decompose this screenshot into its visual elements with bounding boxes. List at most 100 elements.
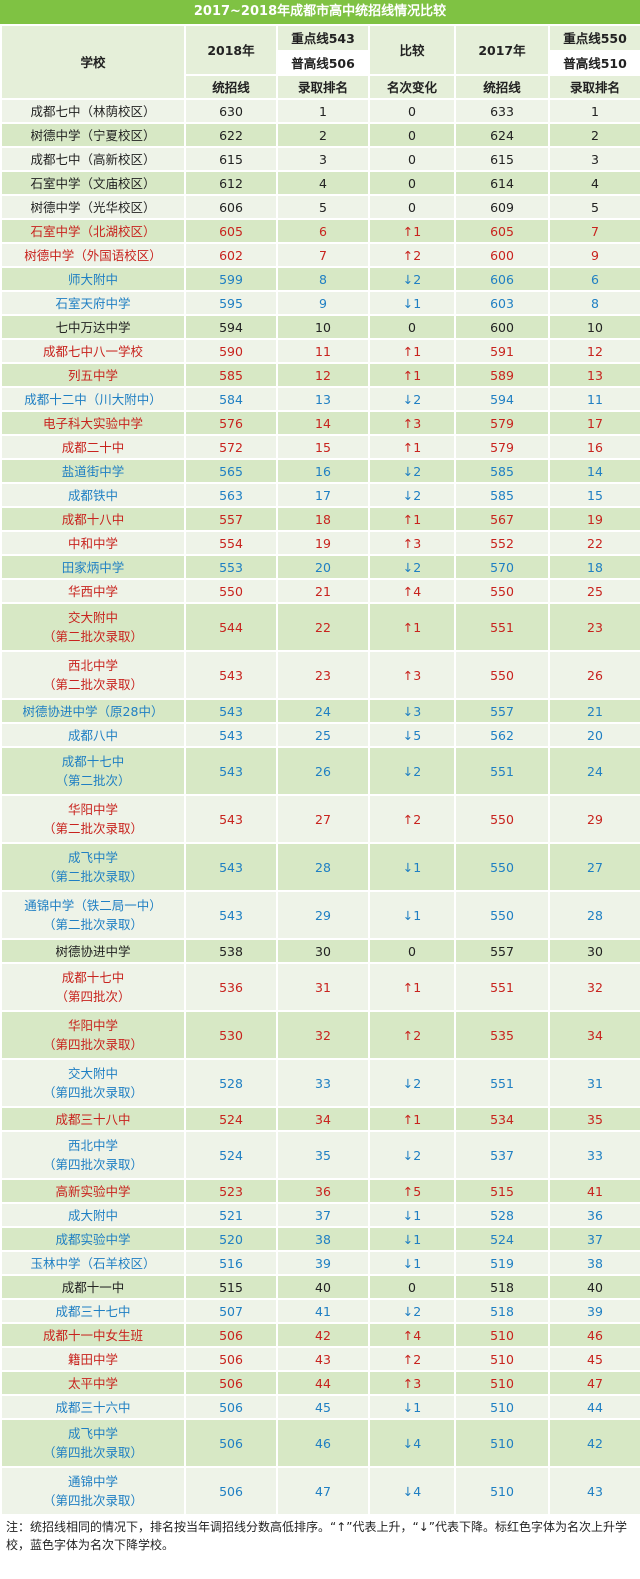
tongzhao-2017: 510 <box>454 1370 550 1396</box>
school-name-line: 中和中学 <box>67 535 118 551</box>
table-row: 成都八中 543 25 ↓5 562 20 <box>0 722 640 748</box>
school-name-line: 树德中学（宁夏校区） <box>30 127 156 143</box>
rank-2018: 44 <box>276 1370 370 1396</box>
tongzhao-2017: 603 <box>454 290 550 316</box>
school-name: 成都七中（高新校区） <box>0 146 186 172</box>
tongzhao-2017: 550 <box>454 842 550 892</box>
tongzhao-2017: 614 <box>454 170 550 196</box>
rank-2018: 29 <box>276 890 370 940</box>
rank-change: 0 <box>368 146 456 172</box>
school-name: 成都铁中 <box>0 482 186 508</box>
rank-2018: 33 <box>276 1058 370 1108</box>
rank-2017: 6 <box>548 266 640 292</box>
tongzhao-2018: 599 <box>184 266 278 292</box>
school-name: 成都七中（林荫校区） <box>0 98 186 124</box>
table-row: 成都实验中学 520 38 ↓1 524 37 <box>0 1226 640 1252</box>
school-name: 西北中学 （第四批次录取） <box>0 1130 186 1180</box>
tongzhao-2017: 550 <box>454 578 550 604</box>
school-name: 通锦中学 （第四批次录取） <box>0 1466 186 1516</box>
rank-2018: 6 <box>276 218 370 244</box>
rank-2017: 43 <box>548 1466 640 1516</box>
rank-2018: 26 <box>276 746 370 796</box>
table-row: 成飞中学 （第四批次录取） 506 46 ↓4 510 42 <box>0 1418 640 1468</box>
school-batch-line: （第二批次录取） <box>42 821 143 836</box>
rank-2017: 45 <box>548 1346 640 1372</box>
rank-2017: 47 <box>548 1370 640 1396</box>
tongzhao-2018: 507 <box>184 1298 278 1324</box>
rank-2017: 39 <box>548 1298 640 1324</box>
rank-2017: 44 <box>548 1394 640 1420</box>
rank-2018: 43 <box>276 1346 370 1372</box>
header-2018-key-line: 重点线543 <box>276 24 370 52</box>
school-name-line: 成都三十六中 <box>55 1399 131 1415</box>
table-row: 西北中学 （第二批次录取） 543 23 ↑3 550 26 <box>0 650 640 700</box>
tongzhao-2018: 550 <box>184 578 278 604</box>
rank-change: ↓2 <box>368 458 456 484</box>
tongzhao-2018: 506 <box>184 1466 278 1516</box>
tongzhao-2017: 551 <box>454 962 550 1012</box>
rank-2018: 9 <box>276 290 370 316</box>
tongzhao-2017: 579 <box>454 434 550 460</box>
school-name-line: 石室天府中学 <box>55 295 131 311</box>
rank-change: ↑1 <box>368 338 456 364</box>
school-name: 师大附中 <box>0 266 186 292</box>
rank-2018: 14 <box>276 410 370 436</box>
rank-2017: 17 <box>548 410 640 436</box>
rank-change: ↓2 <box>368 1130 456 1180</box>
tongzhao-2018: 544 <box>184 602 278 652</box>
rank-change: ↑1 <box>368 362 456 388</box>
rank-change: ↑2 <box>368 1346 456 1372</box>
rank-2017: 18 <box>548 554 640 580</box>
school-name: 华阳中学 （第二批次录取） <box>0 794 186 844</box>
school-name-line: 石室中学（北湖校区） <box>30 223 156 239</box>
rank-change: ↓4 <box>368 1418 456 1468</box>
tongzhao-2017: 567 <box>454 506 550 532</box>
tongzhao-2018: 594 <box>184 314 278 340</box>
tongzhao-2018: 543 <box>184 698 278 724</box>
tongzhao-2017: 585 <box>454 458 550 484</box>
school-name: 西北中学 （第二批次录取） <box>0 650 186 700</box>
school-name-line: 通锦中学（铁二局一中） <box>24 898 162 913</box>
table-row: 华阳中学 （第四批次录取） 530 32 ↑2 535 34 <box>0 1010 640 1060</box>
rank-change: ↓3 <box>368 698 456 724</box>
rank-2017: 9 <box>548 242 640 268</box>
school-batch-line: （第四批次） <box>55 989 131 1004</box>
table-row: 太平中学 506 44 ↑3 510 47 <box>0 1370 640 1396</box>
table-row: 田家炳中学 553 20 ↓2 570 18 <box>0 554 640 580</box>
rank-2017: 23 <box>548 602 640 652</box>
rank-2017: 40 <box>548 1274 640 1300</box>
rank-2018: 3 <box>276 146 370 172</box>
rank-2017: 27 <box>548 842 640 892</box>
rank-change: 0 <box>368 938 456 964</box>
table-row: 列五中学 585 12 ↑1 589 13 <box>0 362 640 388</box>
tongzhao-2018: 520 <box>184 1226 278 1252</box>
school-name-line: 成都十七中 <box>61 754 125 769</box>
table-row: 成都三十六中 506 45 ↓1 510 44 <box>0 1394 640 1420</box>
school-name: 成都三十六中 <box>0 1394 186 1420</box>
tongzhao-2018: 515 <box>184 1274 278 1300</box>
tongzhao-2018: 543 <box>184 890 278 940</box>
rank-2017: 38 <box>548 1250 640 1276</box>
rank-2018: 4 <box>276 170 370 196</box>
footnote: 注：统招线相同的情况下，排名按当年调招线分数高低排序。“↑”代表上升，“↓”代表… <box>0 1516 640 1556</box>
rank-2017: 16 <box>548 434 640 460</box>
rank-2017: 3 <box>548 146 640 172</box>
school-batch-line: （第四批次录取） <box>42 1493 143 1508</box>
table-row: 石室天府中学 595 9 ↓1 603 8 <box>0 290 640 316</box>
school-name: 籍田中学 <box>0 1346 186 1372</box>
rank-change: ↓2 <box>368 266 456 292</box>
tongzhao-2018: 523 <box>184 1178 278 1204</box>
table-row: 中和中学 554 19 ↑3 552 22 <box>0 530 640 556</box>
rank-change: ↓5 <box>368 722 456 748</box>
table-row: 树德协进中学（原28中） 543 24 ↓3 557 21 <box>0 698 640 724</box>
rank-2018: 23 <box>276 650 370 700</box>
rank-change: ↑2 <box>368 242 456 268</box>
school-batch-line: （第二批次录取） <box>42 629 143 644</box>
rank-2018: 18 <box>276 506 370 532</box>
rank-2017: 25 <box>548 578 640 604</box>
table-row: 树德中学（外国语校区） 602 7 ↑2 600 9 <box>0 242 640 268</box>
tongzhao-2018: 543 <box>184 650 278 700</box>
rank-2018: 35 <box>276 1130 370 1180</box>
school-name-line: 太平中学 <box>67 1375 118 1391</box>
school-name: 成都十七中 （第二批次） <box>0 746 186 796</box>
